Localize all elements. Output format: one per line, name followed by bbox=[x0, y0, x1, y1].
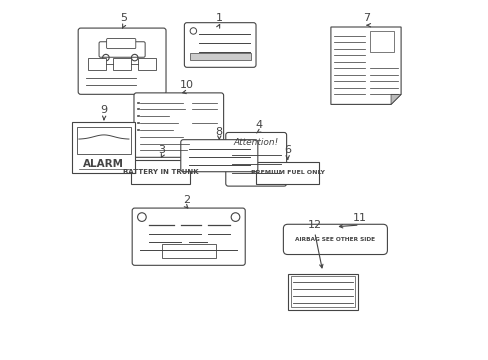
FancyBboxPatch shape bbox=[99, 42, 145, 57]
FancyBboxPatch shape bbox=[78, 28, 166, 94]
Text: 9: 9 bbox=[101, 105, 107, 115]
Bar bbox=[88, 58, 106, 70]
Text: 8: 8 bbox=[215, 127, 223, 137]
Bar bbox=[256, 162, 319, 184]
Polygon shape bbox=[390, 94, 400, 104]
Text: 1: 1 bbox=[215, 13, 223, 23]
Text: 5: 5 bbox=[120, 13, 127, 23]
Text: 7: 7 bbox=[363, 13, 370, 23]
Text: ALARM: ALARM bbox=[83, 159, 124, 169]
FancyBboxPatch shape bbox=[225, 132, 286, 186]
FancyBboxPatch shape bbox=[181, 140, 257, 172]
Text: 10: 10 bbox=[180, 80, 194, 90]
FancyBboxPatch shape bbox=[132, 208, 244, 265]
Polygon shape bbox=[330, 27, 400, 104]
Text: Attention!: Attention! bbox=[233, 139, 278, 148]
FancyBboxPatch shape bbox=[283, 224, 386, 255]
Bar bbox=[72, 122, 135, 173]
Bar bbox=[113, 58, 131, 70]
Text: AIRBAG SEE OTHER SIDE: AIRBAG SEE OTHER SIDE bbox=[295, 237, 375, 242]
Text: 2: 2 bbox=[183, 195, 190, 205]
Bar bbox=[162, 244, 215, 258]
Bar bbox=[369, 31, 393, 52]
FancyBboxPatch shape bbox=[134, 93, 223, 157]
Text: 11: 11 bbox=[352, 213, 366, 223]
Text: 4: 4 bbox=[255, 120, 262, 130]
Bar bbox=[131, 160, 190, 184]
Text: BATTERY IN TRUNK: BATTERY IN TRUNK bbox=[123, 169, 198, 175]
Text: 3: 3 bbox=[158, 145, 165, 155]
FancyBboxPatch shape bbox=[184, 23, 256, 67]
Text: 6: 6 bbox=[284, 145, 291, 155]
Text: PREMIUM FUEL ONLY: PREMIUM FUEL ONLY bbox=[250, 170, 324, 175]
Bar bbox=[287, 274, 357, 310]
Text: 12: 12 bbox=[307, 220, 321, 230]
FancyBboxPatch shape bbox=[106, 39, 136, 49]
Bar bbox=[189, 53, 250, 60]
Bar bbox=[77, 127, 131, 154]
Bar bbox=[138, 58, 156, 70]
Bar bbox=[290, 276, 354, 307]
